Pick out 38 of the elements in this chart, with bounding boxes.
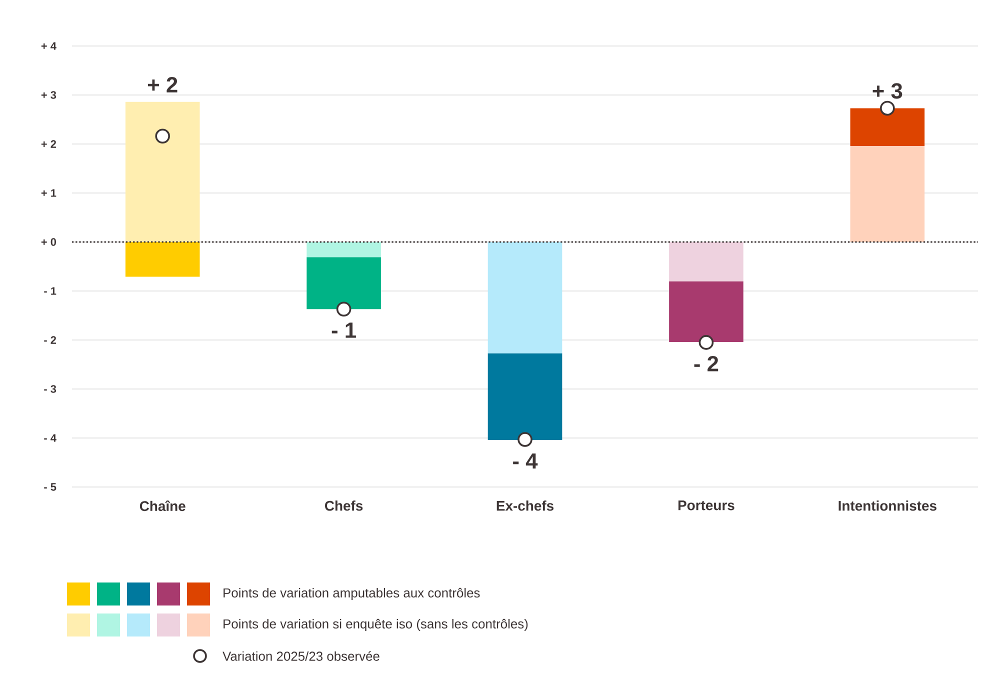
data-label: - 4	[513, 453, 538, 469]
x-tick-label: Intentionnistes	[838, 500, 936, 511]
y-tick-label: - 1	[44, 287, 56, 295]
bar	[306, 257, 381, 310]
y-tick-label: - 4	[44, 434, 56, 442]
data-label: - 2	[694, 356, 718, 372]
legend-label: Points de variation amputables aux contrôles	[224, 588, 480, 600]
bar	[850, 146, 925, 242]
bar	[306, 242, 381, 258]
point	[518, 432, 532, 447]
point	[155, 128, 170, 144]
bar	[125, 102, 200, 242]
bar	[850, 108, 925, 146]
point	[880, 100, 895, 116]
y-tick-label: + 4	[41, 42, 56, 50]
data-label: + 2	[148, 77, 178, 92]
bar	[669, 281, 744, 342]
y-tick-label: - 5	[44, 483, 56, 491]
bar	[125, 242, 200, 277]
legend-label: Points de variation si enquête iso (sans les contrôles)	[224, 618, 528, 632]
x-tick-label: Porteurs	[678, 500, 734, 510]
y-tick-label: - 3	[44, 385, 56, 393]
y-tick-label: + 0	[41, 238, 56, 246]
x-tick-label: Ex-chefs	[496, 500, 554, 511]
bar	[488, 242, 562, 354]
x-tick-label: Chaîne	[140, 500, 186, 512]
legend-label: Variation 2025/23 observée	[222, 651, 380, 661]
bar	[488, 353, 562, 440]
y-tick-label: + 3	[41, 91, 56, 99]
bar	[669, 242, 744, 282]
y-tick-label: + 2	[41, 140, 56, 148]
point	[698, 335, 714, 350]
data-label: - 1	[332, 322, 356, 338]
y-tick-label: - 2	[44, 336, 56, 344]
x-tick-label: Chefs	[325, 500, 363, 511]
point	[336, 302, 352, 317]
y-tick-label: + 1	[41, 189, 56, 197]
data-label: + 3	[872, 83, 902, 99]
